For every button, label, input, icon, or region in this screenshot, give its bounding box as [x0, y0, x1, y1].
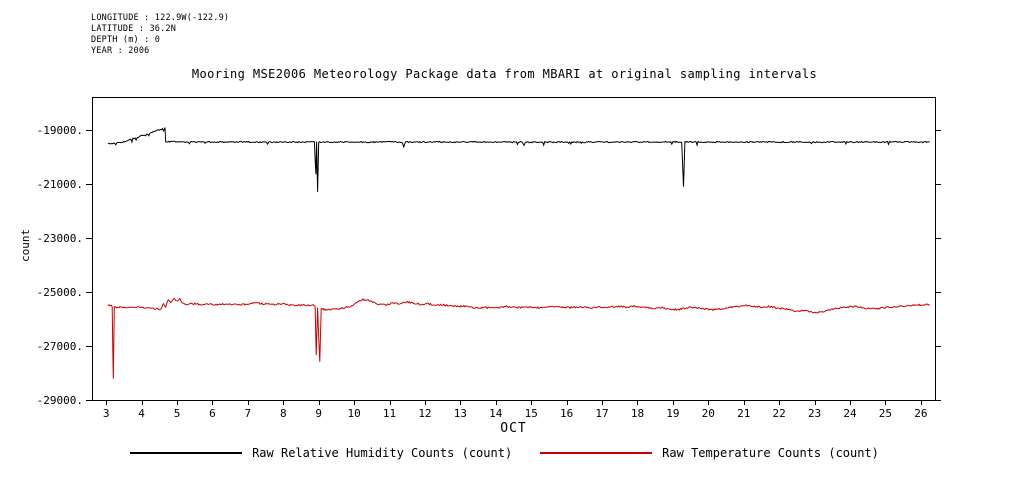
svg-text:4: 4 [138, 407, 145, 420]
svg-text:19: 19 [666, 407, 679, 420]
svg-text:17: 17 [595, 407, 608, 420]
svg-text:9: 9 [315, 407, 322, 420]
metadata-line-latitude: LATITUDE : 36.2N [91, 24, 177, 34]
svg-text:11: 11 [383, 407, 396, 420]
svg-text:26: 26 [914, 407, 927, 420]
svg-text:20: 20 [702, 407, 715, 420]
svg-text:21: 21 [737, 407, 750, 420]
svg-text:-19000.: -19000. [37, 124, 83, 137]
svg-text:10: 10 [347, 407, 360, 420]
svg-text:12: 12 [418, 407, 431, 420]
metadata-line-longitude: LONGITUDE : 122.9W(-122.9) [91, 13, 230, 23]
svg-text:5: 5 [174, 407, 181, 420]
x-axis-label: OCT [500, 421, 527, 436]
series-humidity [107, 127, 930, 192]
svg-text:23: 23 [808, 407, 821, 420]
svg-text:-29000.: -29000. [37, 394, 83, 407]
x-ticks [106, 400, 922, 405]
chart-title: Mooring MSE2006 Meteorology Package data… [191, 67, 818, 81]
svg-text:-21000.: -21000. [37, 178, 83, 191]
legend-label-humidity: Raw Relative Humidity Counts (count) [252, 446, 513, 460]
svg-text:8: 8 [280, 407, 287, 420]
series-temperature [107, 297, 931, 379]
svg-text:3: 3 [103, 407, 110, 420]
svg-text:24: 24 [843, 407, 857, 420]
y-ticks [86, 130, 941, 401]
legend-line-temperature [540, 452, 653, 454]
svg-text:-27000.: -27000. [37, 340, 83, 353]
x-tick-labels: 3 4 5 6 7 8 9 10 11 12 13 14 15 16 17 18 19 20 21 22 23 24 25 2… [103, 407, 928, 420]
svg-text:7: 7 [245, 407, 252, 420]
metadata-line-year: YEAR : 2006 [91, 46, 150, 56]
svg-text:6: 6 [209, 407, 216, 420]
svg-text:15: 15 [525, 407, 538, 420]
svg-text:14: 14 [489, 407, 503, 420]
metadata-line-depth: DEPTH (m) : 0 [91, 35, 161, 45]
plot-frame [92, 97, 936, 401]
svg-text:16: 16 [560, 407, 573, 420]
metadata-block: LONGITUDE : 122.9W(-122.9) LATITUDE : 36… [91, 13, 229, 57]
legend-label-temperature: Raw Temperature Counts (count) [662, 446, 879, 460]
svg-text:-23000.: -23000. [37, 232, 83, 245]
svg-text:-25000.: -25000. [37, 286, 83, 299]
legend: Raw Relative Humidity Counts (count) Raw… [0, 446, 1009, 460]
svg-text:25: 25 [879, 407, 892, 420]
svg-text:13: 13 [454, 407, 467, 420]
legend-line-humidity [130, 452, 243, 454]
y-tick-labels: -19000. -21000. -23000. -25000. -27000. -2900… [37, 124, 83, 407]
svg-text:18: 18 [631, 407, 644, 420]
svg-text:22: 22 [773, 407, 786, 420]
